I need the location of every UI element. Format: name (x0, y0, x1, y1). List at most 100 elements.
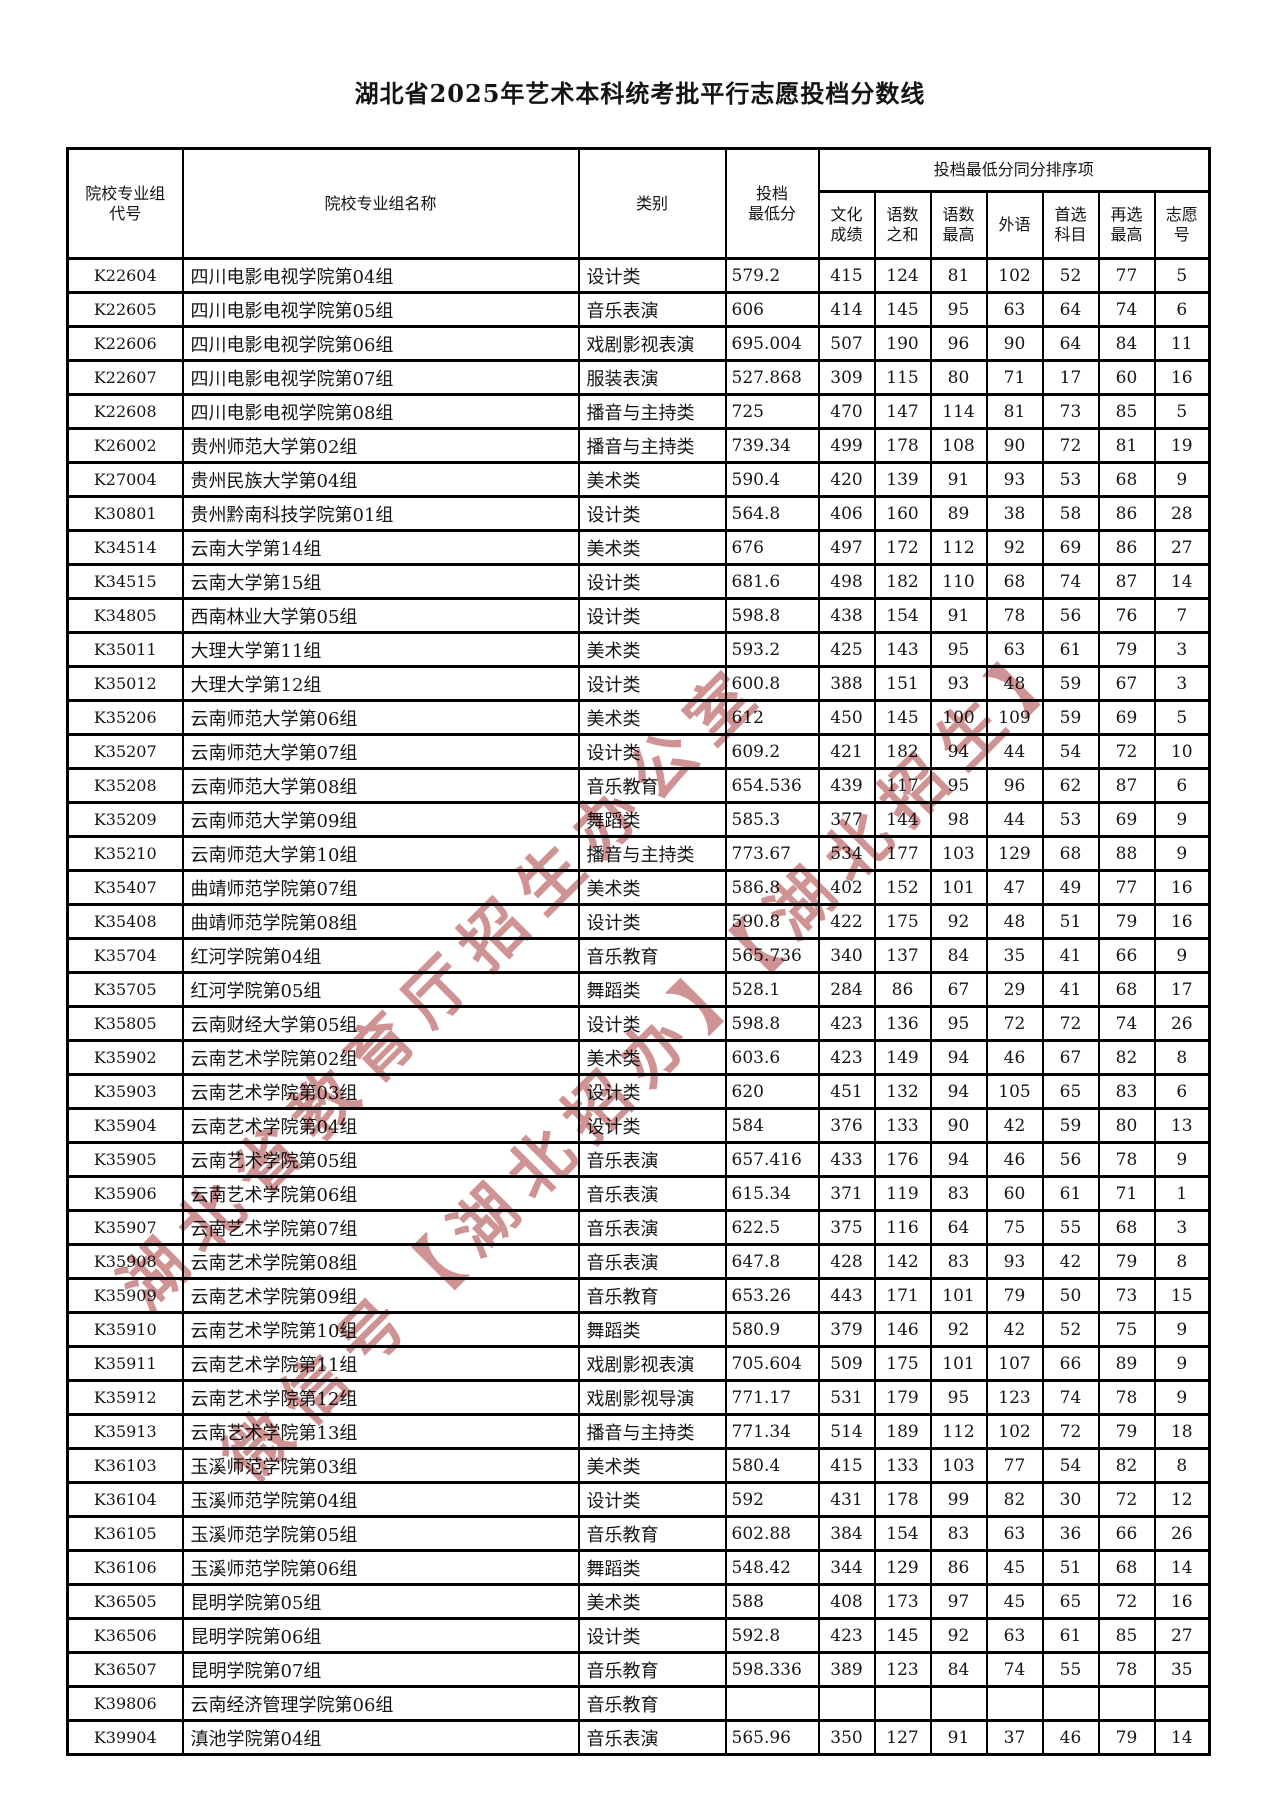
cell-reselect_max: 79 (1097, 1719, 1156, 1756)
cell-wish_no: 8 (1153, 1447, 1211, 1484)
cell-min_score: 620 (724, 1073, 820, 1110)
cell-category: 美术类 (577, 699, 727, 736)
cell-lang_math_sum: 132 (873, 1073, 932, 1110)
cell-lang_math_max: 99 (929, 1481, 988, 1518)
cell-lang_math_max: 110 (929, 563, 988, 600)
cell-category: 播音与主持类 (577, 427, 727, 464)
cell-lang_math_max: 95 (929, 291, 988, 328)
table-row: K34514 云南大学第14组 美术类 676 497 172 112 92 69 86 27 (66, 529, 1211, 566)
cell-min_score: 771.34 (724, 1413, 820, 1450)
cell-foreign_lang: 90 (985, 325, 1044, 362)
cell-min_score: 725 (724, 393, 820, 430)
cell-first_subject: 67 (1041, 1039, 1100, 1076)
cell-reselect_max: 89 (1097, 1345, 1156, 1382)
cell-code: K35407 (66, 869, 184, 906)
cell-code: K34514 (66, 529, 184, 566)
table-row: K36105 玉溪师范学院第05组 音乐教育 602.88 384 154 83 63 36 66… (66, 1515, 1211, 1552)
cell-culture: 498 (817, 563, 876, 600)
cell-min_score: 585.3 (724, 801, 820, 838)
cell-reselect_max: 68 (1097, 971, 1156, 1008)
cell-code: K39904 (66, 1719, 184, 1756)
cell-code: K35911 (66, 1345, 184, 1382)
cell-first_subject: 55 (1041, 1651, 1100, 1688)
cell-foreign_lang: 96 (985, 767, 1044, 804)
cell-reselect_max: 77 (1097, 869, 1156, 906)
cell-name: 云南大学第14组 (181, 529, 580, 566)
cell-first_subject: 51 (1041, 1549, 1100, 1586)
cell-min_score: 598.336 (724, 1651, 820, 1688)
cell-lang_math_sum: 154 (873, 597, 932, 634)
cell-lang_math_sum (873, 1685, 932, 1722)
cell-wish_no: 13 (1153, 1107, 1211, 1144)
cell-min_score: 603.6 (724, 1039, 820, 1076)
table-row: K35906 云南艺术学院第06组 音乐表演 615.34 371 119 83 60 61 71… (66, 1175, 1211, 1212)
cell-reselect_max: 68 (1097, 461, 1156, 498)
cell-first_subject: 64 (1041, 291, 1100, 328)
header-name: 院校专业组名称 (181, 147, 580, 260)
cell-name: 云南艺术学院第13组 (181, 1413, 580, 1450)
cell-category: 音乐表演 (577, 1243, 727, 1280)
cell-lang_math_sum: 172 (873, 529, 932, 566)
cell-culture: 431 (817, 1481, 876, 1518)
header-min-score: 投档 最低分 (724, 147, 820, 260)
cell-min_score: 657.416 (724, 1141, 820, 1178)
cell-name: 云南师范大学第07组 (181, 733, 580, 770)
cell-lang_math_max: 83 (929, 1515, 988, 1552)
cell-lang_math_max: 98 (929, 801, 988, 838)
cell-name: 云南艺术学院第06组 (181, 1175, 580, 1212)
cell-reselect_max: 79 (1097, 1413, 1156, 1450)
cell-first_subject: 58 (1041, 495, 1100, 532)
cell-first_subject: 52 (1041, 1311, 1100, 1348)
cell-code: K36106 (66, 1549, 184, 1586)
cell-foreign_lang: 42 (985, 1311, 1044, 1348)
cell-culture (817, 1685, 876, 1722)
cell-lang_math_sum: 143 (873, 631, 932, 668)
cell-foreign_lang: 29 (985, 971, 1044, 1008)
cell-lang_math_sum: 145 (873, 291, 932, 328)
cell-first_subject: 61 (1041, 1175, 1100, 1212)
table-row: K36104 玉溪师范学院第04组 设计类 592 431 178 99 82 30 72 12 (66, 1481, 1211, 1518)
cell-code: K34515 (66, 563, 184, 600)
cell-name: 四川电影电视学院第04组 (181, 257, 580, 294)
cell-reselect_max: 77 (1097, 257, 1156, 294)
cell-lang_math_max: 95 (929, 1005, 988, 1042)
cell-lang_math_sum: 178 (873, 1481, 932, 1518)
cell-wish_no: 18 (1153, 1413, 1211, 1450)
cell-first_subject (1041, 1685, 1100, 1722)
cell-lang_math_sum: 137 (873, 937, 932, 974)
cell-lang_math_max: 95 (929, 767, 988, 804)
cell-wish_no (1153, 1685, 1211, 1722)
cell-culture: 415 (817, 1447, 876, 1484)
cell-name: 红河学院第05组 (181, 971, 580, 1008)
cell-min_score: 600.8 (724, 665, 820, 702)
cell-reselect_max: 82 (1097, 1447, 1156, 1484)
cell-lang_math_max: 100 (929, 699, 988, 736)
cell-first_subject: 17 (1041, 359, 1100, 396)
table-row: K35805 云南财经大学第05组 设计类 598.8 423 136 95 72 72 74 26 (66, 1005, 1211, 1042)
cell-culture: 433 (817, 1141, 876, 1178)
cell-wish_no: 27 (1153, 1617, 1211, 1654)
cell-name: 四川电影电视学院第07组 (181, 359, 580, 396)
cell-lang_math_max: 84 (929, 937, 988, 974)
cell-name: 红河学院第04组 (181, 937, 580, 974)
table-row: K35206 云南师范大学第06组 美术类 612 450 145 100 109 59 69 5 (66, 699, 1211, 736)
cell-first_subject: 72 (1041, 1413, 1100, 1450)
cell-foreign_lang: 63 (985, 1515, 1044, 1552)
cell-lang_math_max: 114 (929, 393, 988, 430)
cell-culture: 509 (817, 1345, 876, 1382)
cell-name: 云南艺术学院第05组 (181, 1141, 580, 1178)
cell-first_subject: 51 (1041, 903, 1100, 940)
cell-lang_math_sum: 136 (873, 1005, 932, 1042)
cell-first_subject: 56 (1041, 597, 1100, 634)
cell-category: 音乐表演 (577, 1719, 727, 1756)
cell-name: 曲靖师范学院第07组 (181, 869, 580, 906)
cell-foreign_lang: 63 (985, 1617, 1044, 1654)
cell-lang_math_sum: 123 (873, 1651, 932, 1688)
cell-lang_math_sum: 182 (873, 563, 932, 600)
cell-wish_no: 5 (1153, 257, 1211, 294)
cell-foreign_lang: 129 (985, 835, 1044, 872)
table-row: K35913 云南艺术学院第13组 播音与主持类 771.34 514 189 112 102… (66, 1413, 1211, 1450)
cell-category: 舞蹈类 (577, 1549, 727, 1586)
cell-lang_math_max: 94 (929, 733, 988, 770)
cell-category: 服装表演 (577, 359, 727, 396)
